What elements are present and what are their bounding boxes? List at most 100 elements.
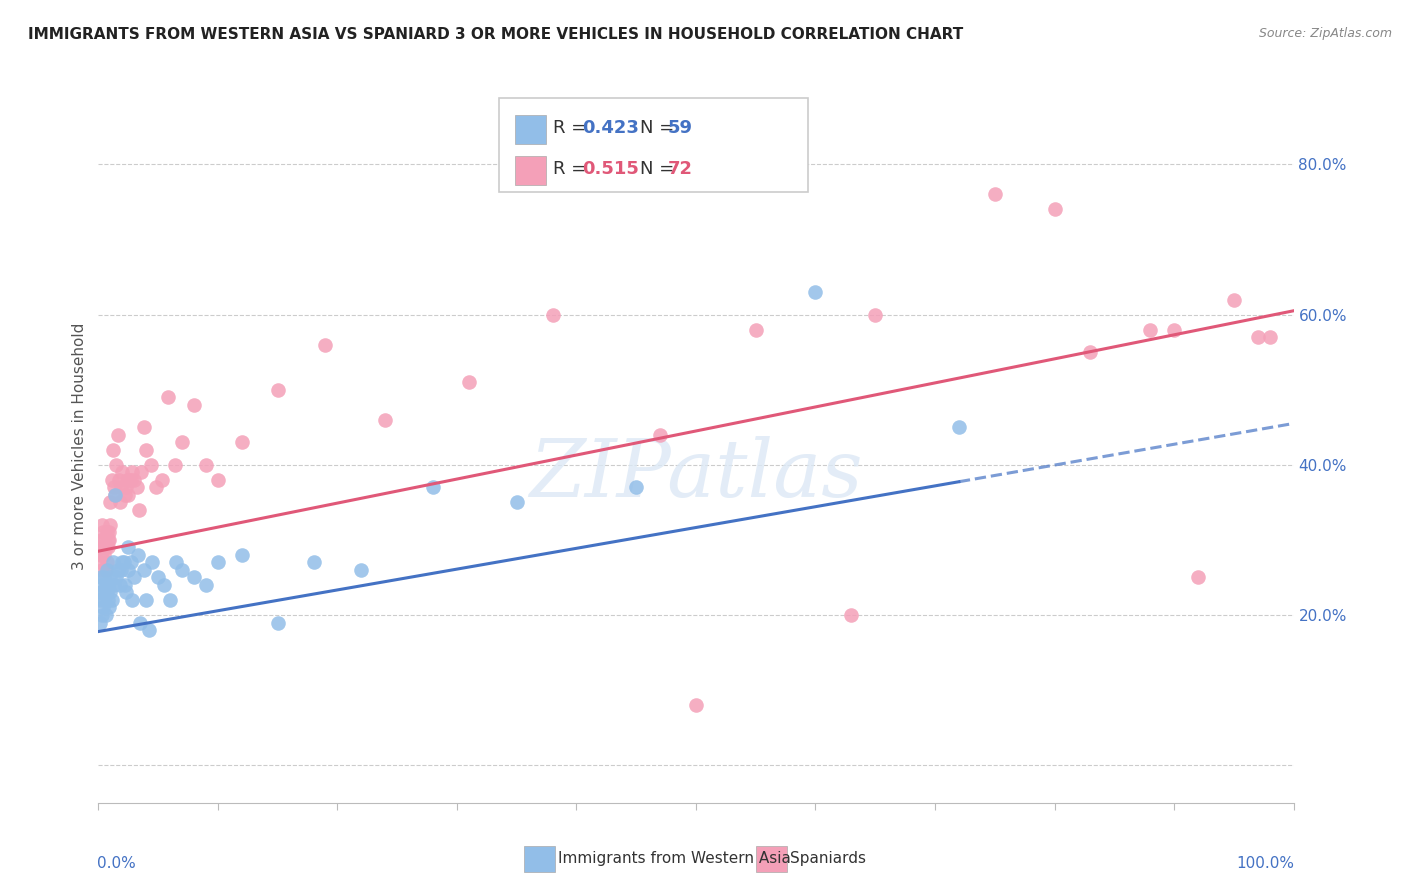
Point (128, 503, 150, 517)
Point (104, 488, 127, 502)
Point (685, 698, 707, 713)
Point (132, 420, 155, 434)
Point (105, 570, 128, 584)
Point (1187, 570, 1209, 584)
Point (98, 495, 122, 509)
Text: Immigrants from Western Asia: Immigrants from Western Asia (558, 851, 792, 865)
Point (131, 465, 153, 479)
Point (104, 488, 127, 502)
Point (125, 480, 148, 494)
Text: N =: N = (640, 120, 679, 137)
Point (124, 570, 146, 584)
Point (115, 585, 138, 599)
Point (100, 593, 122, 607)
Point (97, 593, 120, 607)
Point (101, 442, 124, 457)
Point (93, 570, 115, 584)
Point (648, 427, 672, 442)
Point (172, 435, 194, 450)
Point (231, 435, 253, 450)
Point (120, 556, 142, 570)
Point (120, 473, 142, 487)
Text: 0.0%: 0.0% (97, 856, 136, 871)
Point (111, 556, 134, 570)
Point (108, 578, 131, 592)
Point (127, 548, 149, 562)
Point (745, 322, 768, 336)
Text: 72: 72 (668, 161, 693, 178)
Text: ZIPatlas: ZIPatlas (529, 436, 863, 513)
Point (91, 525, 114, 540)
Point (135, 442, 157, 457)
Point (183, 570, 205, 584)
Point (94, 607, 117, 622)
Point (1043, 202, 1066, 217)
Point (98, 600, 121, 615)
Point (96, 585, 118, 599)
Point (108, 495, 131, 509)
Point (422, 480, 444, 494)
Point (1258, 330, 1281, 344)
Text: 0.515: 0.515 (582, 161, 638, 178)
Point (93, 533, 115, 547)
Point (121, 465, 143, 479)
Point (148, 570, 170, 584)
Point (97, 578, 120, 592)
Point (114, 578, 136, 592)
Point (156, 390, 179, 404)
Text: R =: R = (553, 120, 592, 137)
Point (141, 556, 163, 570)
Point (94, 541, 117, 555)
Point (118, 473, 141, 487)
Point (124, 473, 146, 487)
Point (110, 563, 132, 577)
Point (165, 556, 187, 570)
Point (89, 593, 111, 607)
Point (89, 556, 111, 570)
Point (194, 458, 217, 472)
Point (541, 308, 564, 322)
Point (107, 563, 129, 577)
Point (96, 556, 118, 570)
Point (89, 615, 111, 630)
Point (98, 533, 121, 547)
Point (96, 563, 118, 577)
Point (96, 525, 118, 540)
Y-axis label: 3 or more Vehicles in Household: 3 or more Vehicles in Household (72, 322, 87, 570)
Point (103, 480, 125, 494)
Point (105, 458, 128, 472)
Point (231, 548, 253, 562)
Point (183, 398, 205, 412)
Point (207, 556, 229, 570)
Point (100, 473, 122, 487)
Point (172, 563, 194, 577)
Point (350, 563, 373, 577)
Point (1080, 345, 1102, 359)
Point (207, 473, 229, 487)
Point (90, 533, 112, 547)
Point (150, 473, 173, 487)
Point (624, 480, 647, 494)
Point (1222, 293, 1246, 307)
Point (139, 458, 162, 472)
Point (948, 420, 970, 434)
Point (267, 383, 290, 397)
Text: 0.423: 0.423 (582, 120, 638, 137)
Point (91, 607, 114, 622)
Point (101, 556, 124, 570)
Point (1163, 322, 1185, 336)
Text: R =: R = (553, 161, 592, 178)
Point (98, 517, 122, 532)
Point (107, 473, 129, 487)
Text: 59: 59 (668, 120, 693, 137)
Point (374, 413, 396, 427)
Point (194, 578, 217, 592)
Point (98, 525, 121, 540)
Point (93, 548, 115, 562)
Point (117, 541, 139, 555)
Point (804, 285, 827, 299)
Point (135, 593, 157, 607)
Point (90, 570, 112, 584)
Point (111, 465, 134, 479)
Point (117, 488, 139, 502)
